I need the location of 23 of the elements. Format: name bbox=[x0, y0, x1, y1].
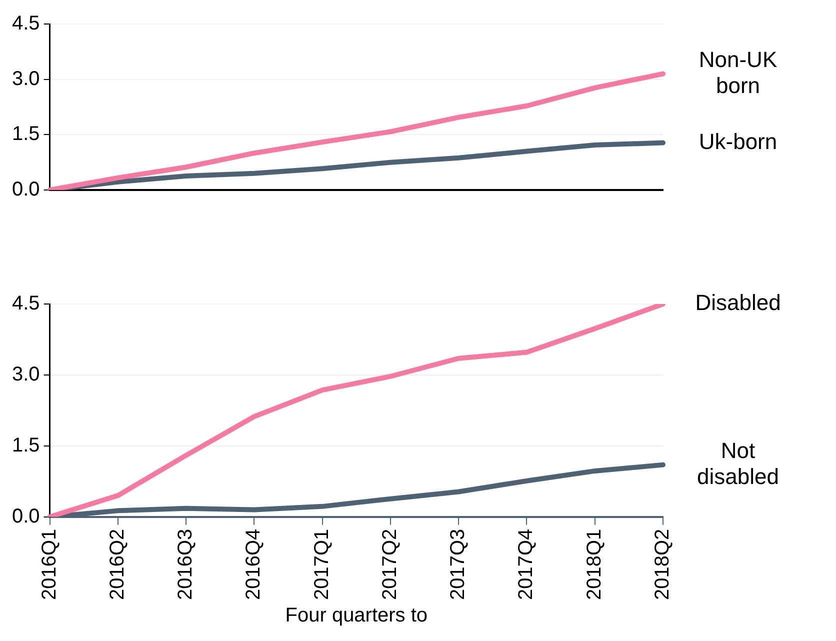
x-tick-label: 2017Q4 bbox=[515, 528, 538, 600]
x-tick-label: 2018Q1 bbox=[583, 528, 606, 600]
series-label: Not disabled bbox=[697, 438, 779, 489]
y-tick-label: 4.5 bbox=[12, 292, 40, 315]
series-label: Uk-born bbox=[698, 128, 778, 154]
x-axis-title: Four quarters to bbox=[285, 604, 428, 627]
y-tick-label: 3.0 bbox=[12, 363, 40, 386]
y-tick-label: 0.0 bbox=[12, 505, 40, 528]
x-tick-label: 2016Q1 bbox=[38, 528, 60, 600]
x-tick-label: 2017Q3 bbox=[447, 528, 470, 600]
y-tick-label: 0.0 bbox=[12, 178, 40, 201]
x-tick-label: 2016Q2 bbox=[106, 528, 128, 600]
x-tick-label: 2018Q2 bbox=[652, 528, 674, 600]
x-tick-label: 2017Q1 bbox=[310, 528, 333, 600]
x-tick-label: 2016Q4 bbox=[242, 528, 265, 600]
series-label: Disabled bbox=[695, 290, 781, 316]
y-tick-label: 3.0 bbox=[12, 68, 40, 90]
y-tick-label: 1.5 bbox=[12, 434, 40, 456]
x-tick-label: 2017Q2 bbox=[378, 528, 401, 600]
y-tick-label: 1.5 bbox=[12, 123, 40, 146]
series-label: Non-UK born bbox=[698, 46, 778, 98]
y-tick-label: 4.5 bbox=[12, 12, 40, 35]
x-tick-label: 2016Q3 bbox=[174, 528, 197, 600]
